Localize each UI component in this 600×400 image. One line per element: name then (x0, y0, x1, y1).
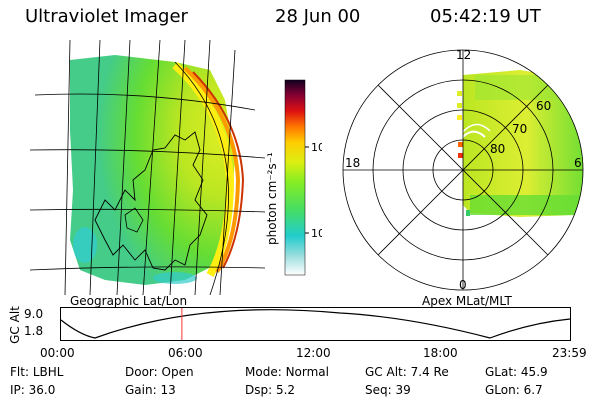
polar-white-arc-outer (461, 123, 491, 134)
mlt-label-18: 18 (345, 156, 360, 170)
limb-arc-red (192, 71, 245, 269)
info-gcalt-value: 7.4 Re (410, 365, 449, 379)
altitude-xtick-1800: 18:00 (423, 346, 458, 360)
colorbar-tick-label-100: 100 (311, 141, 322, 154)
altitude-xtick-0000: 00:00 (40, 346, 75, 360)
altitude-xtick-1200: 12:00 (296, 346, 331, 360)
lat-label-80: 80 (490, 142, 505, 156)
info-glat: GLat: 45.9 (485, 365, 548, 379)
polar-marker-2 (457, 103, 462, 108)
altitude-xtick-0600: 06:00 (168, 346, 203, 360)
mlt-label-0: 0 (459, 278, 467, 292)
altitude-ytick-high: 9.0 (24, 307, 44, 321)
polar-marker-red-1 (458, 142, 463, 147)
info-dsp: Dsp: 5.2 (245, 383, 295, 397)
info-seq-value: 39 (395, 383, 411, 397)
polar-mlt-plot: 12 18 6 0 60 70 80 (342, 48, 584, 292)
info-glon-value: 6.7 (523, 383, 543, 397)
info-ip-label: IP: (10, 383, 25, 397)
colorbar-label: photon cm⁻²s⁻¹ (265, 152, 279, 245)
geographic-emission-region (70, 55, 235, 285)
altitude-xtick-2359: 23:59 (552, 346, 587, 360)
mlt-label-12: 12 (456, 48, 471, 62)
info-door-value: Open (161, 365, 194, 379)
info-gain: Gain: 13 (125, 383, 176, 397)
info-mode-label: Mode: (245, 365, 282, 379)
instrument-title: Ultraviolet Imager (25, 6, 188, 27)
info-dsp-value: 5.2 (275, 383, 296, 397)
altitude-plot-frame (60, 307, 571, 341)
info-door-label: Door: (125, 365, 158, 379)
polar-emission-region (463, 70, 583, 217)
info-gcalt-label: GC Alt: (365, 365, 407, 379)
info-dsp-label: Dsp: (245, 383, 273, 397)
colorbar: 100 10 photon cm⁻²s⁻¹ (265, 79, 322, 276)
info-gain-label: Gain: (125, 383, 157, 397)
polar-marker-1 (457, 91, 462, 96)
info-glon-label: GLon: (485, 383, 520, 397)
cyan-patch-2 (153, 272, 197, 284)
info-glon: GLon: 6.7 (485, 383, 543, 397)
info-seq: Seq: 39 (365, 383, 411, 397)
info-ip: IP: 36.0 (10, 383, 55, 397)
info-glat-label: GLat: (485, 365, 518, 379)
info-seq-label: Seq: (365, 383, 392, 397)
altitude-ylabel: GC Alt (7, 306, 22, 344)
polar-white-arc-inner (459, 130, 486, 141)
polar-marker-3 (457, 115, 462, 120)
altitude-ytick-low: 1.8 (24, 324, 44, 338)
info-flt-label: Flt: (10, 365, 29, 379)
info-door: Door: Open (125, 365, 194, 379)
info-gcalt: GC Alt: 7.4 Re (365, 365, 449, 379)
info-mode: Mode: Normal (245, 365, 329, 379)
info-glat-value: 45.9 (520, 365, 548, 379)
polar-emission-band-lower (470, 195, 583, 215)
info-mode-value: Normal (285, 365, 329, 379)
colorbar-tick-label-10: 10 (311, 227, 322, 240)
limb-arc-orange (183, 66, 241, 274)
cyan-patch-1 (73, 227, 97, 263)
polar-marker-green (466, 210, 470, 216)
lat-label-60: 60 (536, 99, 551, 113)
geographic-caption: Geographic Lat/Lon (70, 294, 188, 308)
apex-caption: Apex MLat/MLT (422, 294, 512, 308)
info-flt-value: LBHL (32, 365, 64, 379)
time-label: 05:42:19 UT (430, 6, 541, 27)
mlt-label-6: 6 (574, 156, 582, 170)
colorbar-gradient (284, 79, 306, 276)
info-flt: Flt: LBHL (10, 365, 63, 379)
geographic-image-panel (29, 40, 266, 295)
date-label: 28 Jun 00 (275, 6, 361, 27)
polar-emission-band-upper (475, 75, 575, 100)
info-gain-value: 13 (160, 383, 176, 397)
lat-label-70: 70 (512, 122, 527, 136)
altitude-curve (60, 309, 571, 339)
polar-grid (342, 49, 584, 291)
coastline-outline (94, 131, 208, 271)
coastline-island (124, 207, 144, 233)
altitude-plot (60, 307, 571, 341)
polar-marker-red-2 (458, 153, 463, 158)
info-ip-value: 36.0 (28, 383, 56, 397)
